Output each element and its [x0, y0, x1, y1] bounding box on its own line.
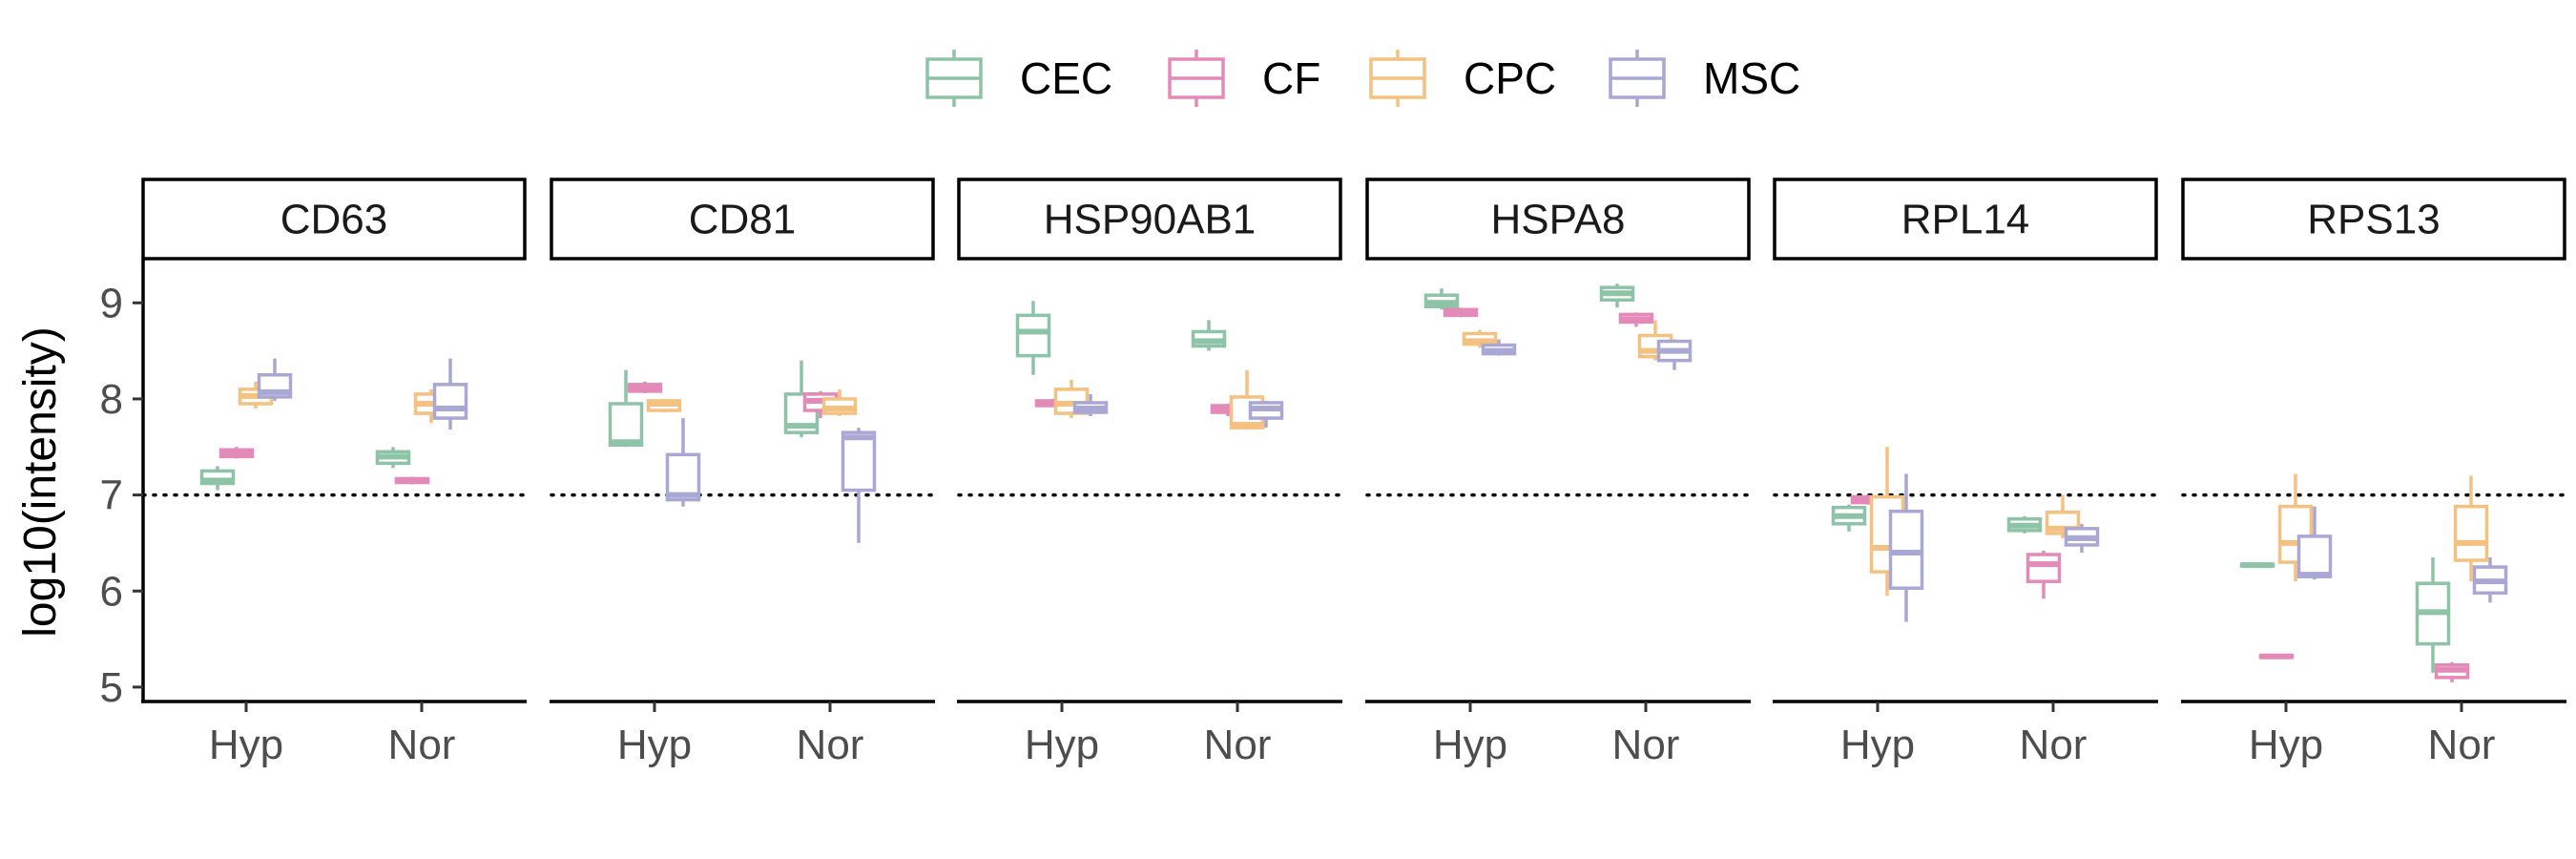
box-cf-hyp [627, 381, 663, 393]
box-body [608, 402, 644, 448]
x-tick-label: Nor [2020, 722, 2088, 768]
box-body [2025, 553, 2062, 583]
box-msc-nor [2064, 523, 2100, 553]
box-cec-hyp [2239, 562, 2275, 569]
facet-strip-label: RPS13 [2307, 197, 2440, 243]
box-body [432, 383, 468, 420]
facet-strip-label: CD63 [280, 197, 388, 243]
y-tick-label: 5 [100, 664, 123, 711]
box-cpc-hyp [646, 398, 682, 413]
facet-strip [957, 178, 1342, 261]
box-cpc-nor [2453, 475, 2489, 582]
box-msc-nor [2472, 557, 2508, 603]
y-tick-label: 7 [100, 472, 123, 519]
legend-label: CEC [1020, 53, 1112, 103]
box-msc-hyp [1481, 339, 1517, 356]
facet-strip [1365, 178, 1751, 261]
facet-panel-hspa8: HSPA8 Hyp Nor [1365, 178, 1751, 768]
box-cf-nor [2025, 550, 2062, 599]
box-cf-hyp [218, 447, 255, 459]
legend-item-cec: CEC [925, 50, 1112, 107]
box-cec-hyp [199, 466, 236, 491]
box-msc-hyp [1072, 393, 1109, 417]
facet-panel-cd63: CD63 Hyp Nor [141, 178, 527, 768]
box-msc-nor [1248, 400, 1284, 429]
x-tick-label: Nor [1612, 722, 1680, 768]
legend-item-cpc: CPC [1369, 50, 1556, 107]
x-tick-label: Nor [388, 722, 456, 768]
y-tick-label: 6 [100, 568, 123, 615]
box-cec-hyp [1831, 504, 1867, 532]
y-axis-label: log10(intensity) [15, 326, 66, 638]
box-cec-nor [1191, 320, 1227, 351]
facet-panel-rps13: RPS13 Hyp Nor [2181, 178, 2566, 768]
facet-strip-label: RPL14 [1901, 197, 2030, 243]
box-cf-hyp [2258, 653, 2295, 660]
facet-strip [550, 178, 935, 261]
box-body [1888, 509, 1924, 590]
facet-strip-label: CD81 [689, 197, 797, 243]
box-cpc-nor [821, 388, 858, 417]
box-cf-hyp [1443, 307, 1479, 318]
y-axis: 5 6 7 8 9 [100, 260, 145, 711]
legend-label: CPC [1464, 53, 1556, 103]
x-tick-label: Hyp [1840, 722, 1915, 768]
box-cec-hyp [1423, 288, 1460, 310]
box-body [1015, 313, 1051, 358]
box-msc-hyp [1888, 473, 1924, 622]
box-msc-nor [841, 428, 877, 543]
box-cec-hyp [1015, 301, 1051, 375]
box-body [2453, 504, 2489, 562]
x-tick-label: Nor [1204, 722, 1272, 768]
legend-label: MSC [1703, 53, 1800, 103]
x-tick-label: Nor [797, 722, 864, 768]
y-tick-label: 8 [100, 376, 123, 423]
box-cpc-hyp [1462, 329, 1498, 348]
box-cf-nor [394, 476, 430, 485]
x-tick-label: Nor [2428, 722, 2496, 768]
facet-strip-label: HSPA8 [1490, 197, 1625, 243]
box-msc-hyp [665, 418, 701, 507]
facet-strip [141, 178, 527, 261]
box-msc-nor [1656, 339, 1693, 370]
y-tick-label: 9 [100, 280, 123, 326]
x-tick-label: Hyp [209, 722, 283, 768]
x-tick-label: Hyp [2249, 722, 2323, 768]
legend-item-msc: MSC [1609, 50, 1800, 107]
legend-label: CF [1262, 53, 1320, 103]
box-cf-nor [1618, 312, 1654, 327]
box-body [2296, 534, 2333, 578]
box-msc-hyp [257, 358, 293, 401]
box-msc-hyp [2296, 506, 2333, 580]
facet-panel-rpl14: RPL14 Hyp Nor [1773, 178, 2158, 768]
box-cec-nor [1599, 283, 1635, 308]
facet-panel-cd81: CD81 Hyp Nor [550, 178, 935, 768]
facet-strip [1773, 178, 2158, 261]
facet-panel-hsp90ab1: HSP90AB1 Hyp Nor [957, 178, 1342, 768]
legend-item-cf: CF [1168, 50, 1320, 107]
x-tick-label: Hyp [617, 722, 692, 768]
box-cec-nor [2006, 515, 2043, 534]
facet-strip-label: HSP90AB1 [1044, 197, 1257, 243]
x-tick-label: Hyp [1433, 722, 1507, 768]
box-cec-hyp [608, 369, 644, 448]
facet-strip [2181, 178, 2566, 261]
box-cec-nor [2415, 557, 2451, 673]
box-cf-nor [2434, 661, 2470, 682]
box-body [841, 430, 877, 492]
box-msc-nor [432, 358, 468, 430]
legend: CEC CF CPC MSC [925, 50, 1800, 107]
box-cec-nor [375, 447, 411, 469]
x-tick-label: Hyp [1025, 722, 1099, 768]
